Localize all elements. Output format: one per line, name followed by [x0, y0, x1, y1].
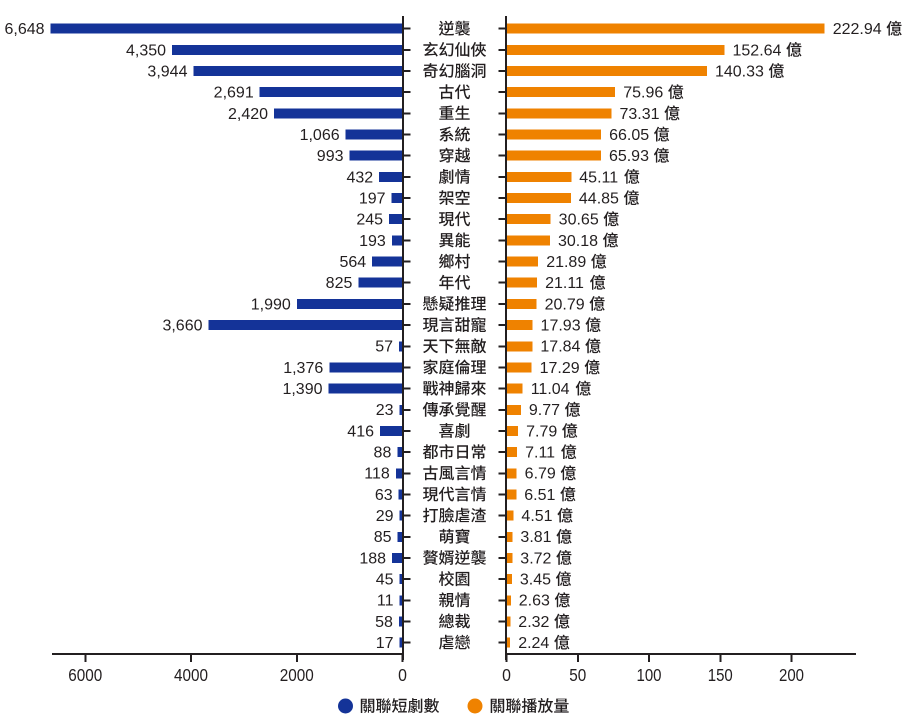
svg-text:197: 197: [359, 190, 386, 207]
svg-text:45.11: 45.11: [579, 169, 618, 186]
svg-text:3.72: 3.72: [520, 550, 551, 567]
svg-text:57: 57: [375, 339, 393, 356]
svg-text:6000: 6000: [68, 665, 102, 685]
svg-text:7.79: 7.79: [526, 423, 557, 440]
svg-text:100: 100: [637, 665, 662, 685]
svg-text:2.24: 2.24: [518, 635, 549, 652]
svg-text:11.04: 11.04: [531, 381, 570, 398]
svg-text:63: 63: [375, 487, 393, 504]
svg-text:4000: 4000: [174, 665, 208, 685]
svg-text:416: 416: [347, 423, 374, 440]
svg-text:2.63: 2.63: [519, 593, 550, 610]
svg-text:4,350: 4,350: [126, 42, 166, 59]
svg-text:23: 23: [376, 402, 394, 419]
svg-text:0: 0: [398, 665, 407, 685]
svg-text:993: 993: [317, 148, 344, 165]
svg-text:2,420: 2,420: [228, 106, 268, 123]
svg-text:188: 188: [359, 550, 386, 567]
svg-text:140.33: 140.33: [715, 63, 764, 80]
svg-text:50: 50: [569, 665, 586, 685]
svg-text:0: 0: [502, 665, 511, 685]
svg-text:1,376: 1,376: [283, 360, 323, 377]
svg-text:1,066: 1,066: [300, 127, 340, 144]
svg-text:193: 193: [359, 233, 386, 250]
svg-text:85: 85: [374, 529, 392, 546]
svg-text:7.11: 7.11: [525, 445, 555, 462]
svg-text:432: 432: [346, 169, 373, 186]
svg-text:222.94: 222.94: [833, 21, 882, 38]
svg-text:3.45: 3.45: [520, 572, 551, 589]
svg-text:66.05: 66.05: [609, 127, 649, 144]
svg-text:2000: 2000: [280, 665, 314, 685]
svg-text:9.77: 9.77: [529, 402, 560, 419]
svg-text:6.79: 6.79: [525, 466, 556, 483]
svg-text:2.32: 2.32: [518, 614, 549, 631]
svg-text:2,691: 2,691: [214, 85, 254, 102]
svg-text:75.96: 75.96: [623, 85, 663, 102]
svg-text:45: 45: [376, 572, 394, 589]
svg-text:11: 11: [377, 593, 394, 610]
svg-text:58: 58: [375, 614, 393, 631]
svg-text:245: 245: [356, 212, 383, 229]
svg-text:88: 88: [374, 445, 392, 462]
svg-text:3,944: 3,944: [147, 63, 187, 80]
svg-text:29: 29: [376, 508, 394, 525]
svg-text:150: 150: [708, 665, 733, 685]
svg-text:30.65: 30.65: [559, 212, 599, 229]
svg-text:17.29: 17.29: [540, 360, 580, 377]
svg-text:6.51: 6.51: [524, 487, 555, 504]
svg-text:200: 200: [779, 665, 804, 685]
svg-text:3,660: 3,660: [162, 317, 202, 334]
svg-text:118: 118: [364, 466, 390, 483]
svg-text:17.93: 17.93: [541, 317, 581, 334]
svg-text:564: 564: [339, 254, 366, 271]
svg-text:17.84: 17.84: [540, 339, 580, 356]
svg-text:30.18: 30.18: [558, 233, 598, 250]
svg-text:825: 825: [326, 275, 353, 292]
svg-text:152.64: 152.64: [733, 42, 782, 59]
svg-text:4.51: 4.51: [521, 508, 552, 525]
svg-text:21.89: 21.89: [546, 254, 586, 271]
svg-text:3.81: 3.81: [520, 529, 551, 546]
svg-text:44.85: 44.85: [579, 190, 619, 207]
svg-text:17: 17: [376, 635, 394, 652]
svg-text:20.79: 20.79: [545, 296, 585, 313]
svg-text:6,648: 6,648: [4, 21, 44, 38]
svg-text:65.93: 65.93: [609, 148, 649, 165]
svg-text:1,990: 1,990: [251, 296, 291, 313]
svg-text:1,390: 1,390: [282, 381, 322, 398]
svg-text:73.31: 73.31: [619, 106, 659, 123]
svg-text:21.11: 21.11: [545, 275, 584, 292]
